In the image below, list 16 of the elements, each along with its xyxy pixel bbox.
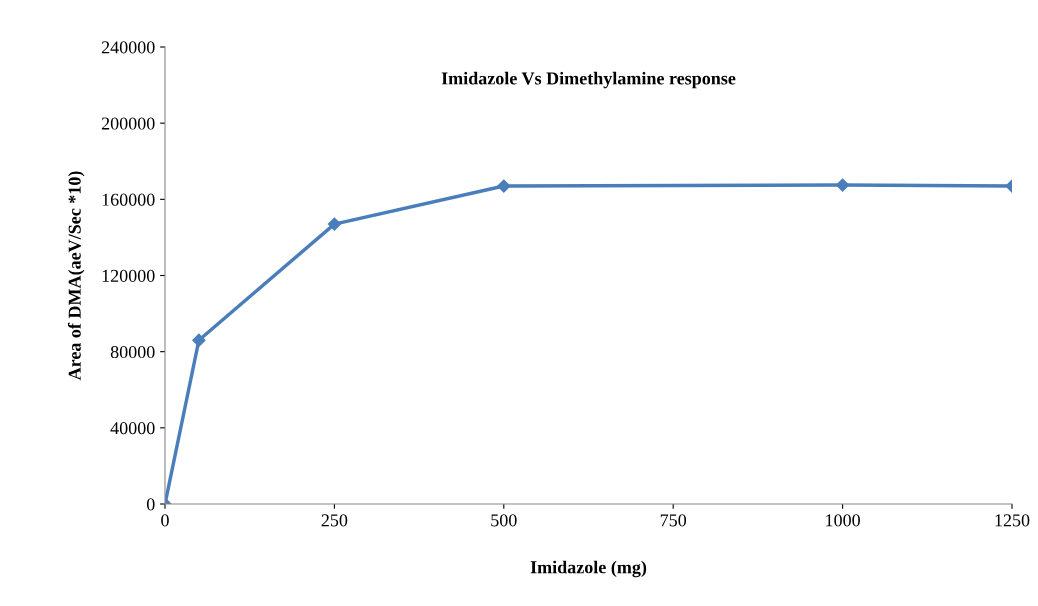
x-tick-label: 500 bbox=[491, 514, 517, 527]
x-tick-label: 750 bbox=[660, 514, 687, 527]
y-tick-label: 120000 bbox=[102, 269, 155, 282]
text: Imidazole Vs Dimethylamine response bbox=[441, 71, 736, 89]
y-axis-title: Area of DMA(aeV/Sec *10) bbox=[67, 171, 85, 381]
x-axis-title: Imidazole (mg) bbox=[530, 560, 647, 578]
x-tick-label: 1000 bbox=[826, 514, 860, 527]
y-tick-label: 40000 bbox=[110, 422, 155, 435]
y-tick-label: 80000 bbox=[110, 345, 155, 359]
y-tick-label: 0 bbox=[146, 498, 155, 511]
y-tick-label: 240000 bbox=[101, 41, 155, 54]
x-tick-label: 0 bbox=[161, 514, 169, 527]
x-tick-label: 1250 bbox=[995, 514, 1030, 527]
x-tick-label: 250 bbox=[321, 514, 348, 527]
y-tick-label: 200000 bbox=[101, 117, 155, 130]
y-tick-label: 160000 bbox=[102, 193, 155, 206]
